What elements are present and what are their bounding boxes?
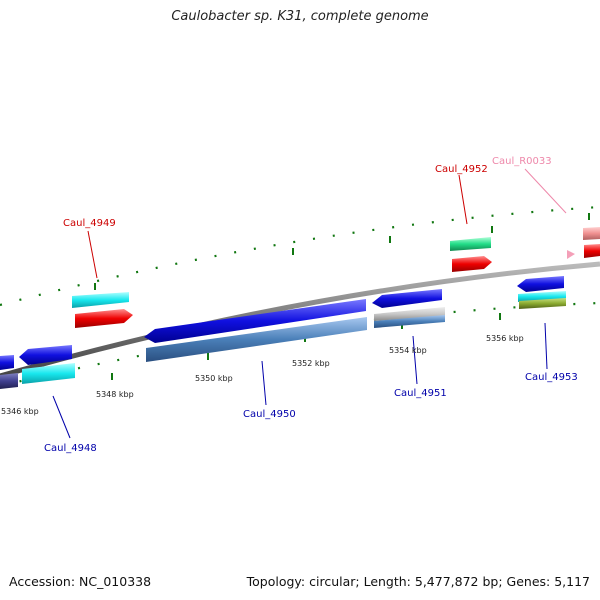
gene-left-edge-blue[interactable] <box>0 355 14 370</box>
genome-backbone <box>0 261 600 379</box>
gene-caul-4948-cds-blue[interactable] <box>19 345 72 365</box>
label-leader-lines <box>52 168 567 439</box>
genome-summary-text: Topology: circular; Length: 5,477,872 bp… <box>246 574 590 589</box>
gene-caul-4949-cds[interactable] <box>72 292 129 308</box>
gene-left-edge-navy[interactable] <box>0 373 18 389</box>
gene-caul-4950-cds-steel[interactable] <box>146 317 367 362</box>
gene-caul-r0033-rna[interactable] <box>583 227 600 240</box>
gene-caul-r0033-red[interactable] <box>584 244 600 258</box>
gene-caul-4951-cds-steel[interactable] <box>374 315 445 328</box>
gene-caul-4948-cds-cyan[interactable] <box>22 363 75 384</box>
gene-label-caul-r0033[interactable]: Caul_R0033 <box>492 156 552 167</box>
tick-label-5350: 5350 kbp <box>195 374 233 383</box>
gene-caul-4952-cds-red[interactable] <box>452 256 492 272</box>
scale-labels: 5346 kbp 5348 kbp 5350 kbp 5352 kbp 5354… <box>1 334 524 416</box>
tick-label-5356: 5356 kbp <box>486 334 524 343</box>
tick-label-5352: 5352 kbp <box>292 359 330 368</box>
gene-caul-4949-cds-red[interactable] <box>75 309 133 328</box>
tick-label-5346: 5346 kbp <box>1 407 39 416</box>
gene-caul-4950-cds-blue[interactable] <box>144 299 366 343</box>
gene-label-caul-4953[interactable]: Caul_4953 <box>525 372 578 383</box>
gene-caul-4953-cds-blue[interactable] <box>517 276 564 292</box>
gene-caul-4951-cds-blue[interactable] <box>372 289 442 308</box>
gene-label-caul-4951[interactable]: Caul_4951 <box>394 388 447 399</box>
gene-caul-4953-cds-olive[interactable] <box>519 298 566 309</box>
gene-caul-4952-cds-green[interactable] <box>450 237 491 251</box>
gene-label-caul-4949[interactable]: Caul_4949 <box>63 218 116 229</box>
rna-arrow[interactable] <box>567 250 575 259</box>
genome-title: Caulobacter sp. K31, complete genome <box>171 9 429 24</box>
forward-features <box>72 227 600 328</box>
gene-caul-4951-cds-gray[interactable] <box>374 307 445 321</box>
tick-label-5348: 5348 kbp <box>96 390 134 399</box>
accession-text: Accession: NC_010338 <box>9 574 152 589</box>
reverse-features <box>0 276 566 389</box>
gene-labels: Caul_4949 Caul_4952 Caul_R0033 Caul_4948… <box>44 156 578 454</box>
gene-label-caul-4948[interactable]: Caul_4948 <box>44 443 97 454</box>
gene-label-caul-4952[interactable]: Caul_4952 <box>435 164 488 175</box>
tick-label-5354: 5354 kbp <box>389 346 427 355</box>
gene-label-caul-4950[interactable]: Caul_4950 <box>243 409 296 420</box>
